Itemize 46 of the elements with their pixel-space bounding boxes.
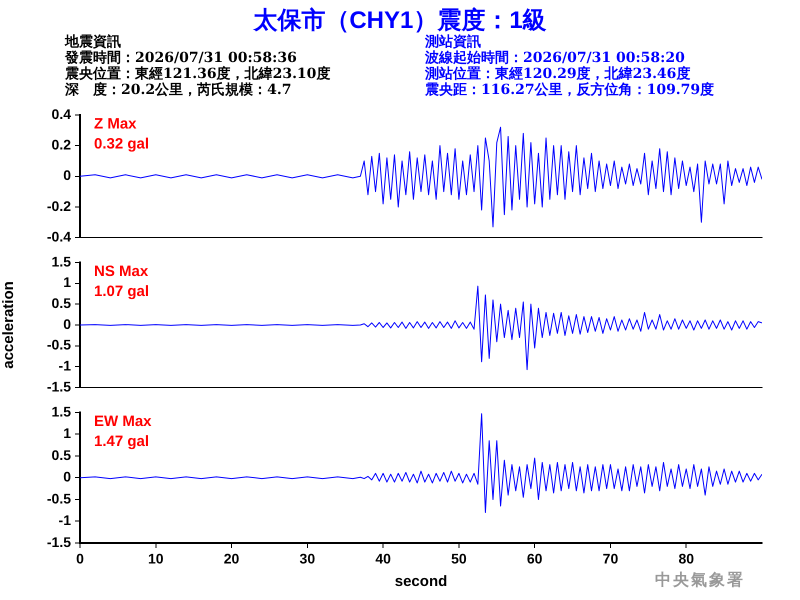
y-tick-label: -0.4 — [46, 228, 72, 244]
annotation: NS Max — [94, 263, 149, 280]
y-tick-label: 1.5 — [52, 253, 72, 270]
text: 發震時間：2026/07/31 00:58:36 — [65, 50, 298, 66]
x-tick-label: 80 — [678, 550, 694, 566]
text: 地震資訊 — [65, 34, 122, 50]
y-tick-label: 1 — [63, 274, 72, 290]
y-tick-label: -1.5 — [46, 534, 72, 550]
text: 測站資訊 — [425, 34, 482, 50]
y-tick-label: 0.2 — [52, 136, 72, 153]
y-tick-label: -0.2 — [46, 198, 72, 214]
y-tick-label: -1 — [58, 512, 72, 528]
x-tick-label: 10 — [148, 550, 164, 566]
y-tick-label: 1.5 — [52, 403, 72, 420]
text: 震央距：116.27公里，反方位角：109.79度 — [425, 82, 714, 98]
annotation: 1.47 gal — [94, 433, 150, 450]
x-tick-label: 30 — [300, 550, 316, 566]
y-tick-label: 1 — [63, 425, 72, 442]
annotation: 0.32 gal — [94, 136, 150, 153]
x-tick-label: 0 — [76, 550, 84, 566]
y-tick-label: 0.5 — [52, 446, 72, 463]
y-tick-label: -0.5 — [46, 336, 72, 353]
y-tick-label: -1.5 — [46, 378, 72, 394]
text: 中央氣象署 — [655, 570, 745, 591]
annotation: EW Max — [94, 413, 152, 430]
x-tick-label: 70 — [602, 550, 618, 566]
x-tick-label: 60 — [526, 550, 543, 566]
y-tick-label: -0.5 — [46, 490, 72, 506]
y-tick-label: -1 — [58, 358, 72, 374]
annotation: Z Max — [94, 116, 138, 133]
y-tick-label: 0.5 — [52, 294, 72, 311]
y-tick-label: 0.4 — [52, 106, 72, 122]
y-tick-label: 0 — [63, 167, 72, 184]
text: 測站位置：東經120.29度，北緯23.46度 — [425, 66, 692, 82]
text: 震央位置：東經121.36度，北緯23.10度 — [65, 66, 330, 82]
x-tick-label: 40 — [375, 550, 392, 566]
annotation: 1.07 gal — [94, 283, 150, 300]
y-tick-label: 0 — [63, 468, 72, 485]
y-tick-label: 0 — [63, 316, 72, 332]
text: 深 度：20.2公里，芮氏規模：4.7 — [65, 82, 292, 98]
x-axis-title: second — [394, 573, 448, 590]
chart-title: 太保市（CHY1）震度：1級 — [253, 7, 547, 34]
text: 波線起始時間：2026/07/31 00:58:20 — [425, 50, 685, 66]
x-tick-label: 20 — [224, 550, 240, 566]
x-tick-label: 50 — [451, 550, 467, 566]
y-axis-title: acceleration — [0, 281, 18, 369]
